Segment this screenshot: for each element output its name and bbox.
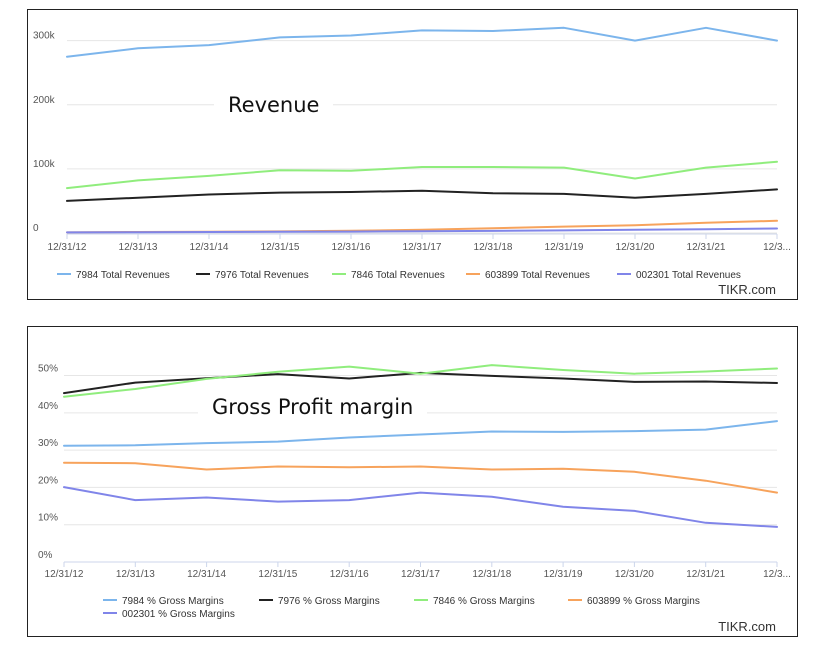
gross-margin-chart-title: Gross Profit margin [198, 395, 428, 419]
revenue-legend-item-3[interactable]: 603899 Total Revenues [485, 270, 590, 281]
revenue-x-tick-label: 12/31/14 [190, 242, 229, 253]
gross-margin-chart: 0% 10% 20% 30% 40% 50% 12/31/12 12/31/13 12/31/1… [38, 364, 791, 620]
revenue-x-tick-label: 12/31/13 [119, 242, 158, 253]
gross-legend-item-0[interactable]: 7984 % Gross Margins [122, 596, 224, 607]
gross-x-tick-label: 12/31/18 [472, 569, 511, 580]
revenue-legend-item-0[interactable]: 7984 Total Revenues [76, 270, 170, 281]
gross-x-tick-label: 12/31/13 [116, 569, 155, 580]
gross-series-line-3[interactable] [63, 461, 778, 494]
revenue-x-tick-label: 12/31/16 [332, 242, 371, 253]
gross-x-tick-label: 12/3... [763, 569, 791, 580]
gross-margin-chart-panel: 0% 10% 20% 30% 40% 50% 12/31/12 12/31/13 12/31/1… [27, 326, 798, 637]
gross-legend-item-4[interactable]: 002301 % Gross Margins [122, 609, 235, 620]
gross-x-tick-label: 12/31/15 [258, 569, 297, 580]
revenue-x-tick-label: 12/31/19 [545, 242, 584, 253]
revenue-series-line-0[interactable] [66, 26, 778, 58]
revenue-legend-item-1[interactable]: 7976 Total Revenues [215, 270, 309, 281]
gross-y-tick-label: 50% [38, 364, 58, 375]
revenue-legend-item-2[interactable]: 7846 Total Revenues [351, 270, 445, 281]
gross-margin-watermark: TIKR.com [718, 619, 776, 634]
revenue-x-tick-label: 12/31/18 [474, 242, 513, 253]
revenue-legend-item-4[interactable]: 002301 Total Revenues [636, 270, 741, 281]
revenue-chart-title: Revenue [214, 93, 334, 117]
gross-x-tick-label: 12/31/20 [615, 569, 654, 580]
gross-x-tick-label: 12/31/12 [45, 569, 84, 580]
gross-series-line-0[interactable] [63, 420, 778, 447]
revenue-series-line-1[interactable] [66, 188, 778, 202]
gross-y-tick-label: 40% [38, 401, 58, 412]
revenue-y-tick-label: 300k [33, 31, 56, 42]
gross-y-tick-label: 10% [38, 513, 58, 524]
revenue-y-tick-label: 200k [33, 95, 56, 106]
gross-y-tick-label: 20% [38, 475, 58, 486]
revenue-x-tick-label: 12/31/12 [48, 242, 87, 253]
gross-x-tick-label: 12/31/21 [686, 569, 725, 580]
gross-legend-item-2[interactable]: 7846 % Gross Margins [433, 596, 535, 607]
revenue-x-tick-label: 12/31/17 [403, 242, 442, 253]
gross-legend-item-3[interactable]: 603899 % Gross Margins [587, 596, 700, 607]
gross-y-tick-label: 30% [38, 438, 58, 449]
revenue-y-tick-label: 100k [33, 159, 56, 170]
gross-x-tick-label: 12/31/19 [544, 569, 583, 580]
revenue-chart: 0 100k 200k 300k 12/31/12 12/31/13 12/31/14 12/… [33, 26, 791, 281]
gross-x-tick-label: 12/31/17 [401, 569, 440, 580]
revenue-chart-panel: 0 100k 200k 300k 12/31/12 12/31/13 12/31/14 12/… [27, 9, 798, 300]
revenue-x-tick-label: 12/3... [763, 242, 791, 253]
revenue-series-line-2[interactable] [66, 160, 778, 190]
gross-series-line-4[interactable] [63, 486, 778, 528]
revenue-x-tick-label: 12/31/15 [261, 242, 300, 253]
revenue-watermark: TIKR.com [718, 282, 776, 297]
gross-x-tick-label: 12/31/16 [330, 569, 369, 580]
revenue-series-line-4[interactable] [66, 227, 778, 234]
gross-x-tick-label: 12/31/14 [187, 569, 226, 580]
revenue-x-tick-label: 12/31/20 [616, 242, 655, 253]
revenue-x-tick-label: 12/31/21 [687, 242, 726, 253]
gross-series-line-2[interactable] [63, 364, 778, 398]
gross-y-tick-label: 0% [38, 550, 53, 561]
gross-legend-item-1[interactable]: 7976 % Gross Margins [278, 596, 380, 607]
revenue-y-tick-label: 0 [33, 223, 39, 234]
